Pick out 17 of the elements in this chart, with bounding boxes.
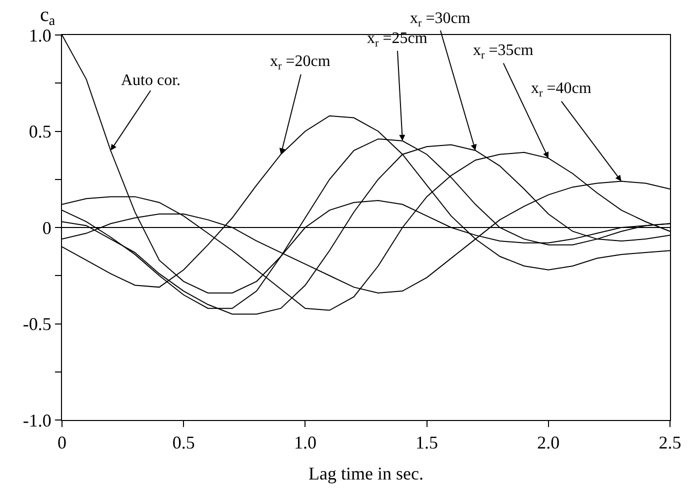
x-axis-title: Lag time in sec. — [308, 464, 424, 484]
text: x$_{r}$ =35cm — [473, 42, 534, 62]
y-tick-label: -1.0 — [22, 410, 52, 430]
y-tick-label: -0.5 — [22, 314, 52, 334]
y-tick-label: 0.5 — [28, 122, 52, 142]
x-tick-label: 0.5 — [172, 432, 195, 453]
x-tick-label: 2.5 — [658, 432, 682, 453]
text: x$_{r}$ =30cm — [410, 10, 471, 30]
y-tick-label: 0 — [42, 218, 52, 238]
text: x$_{r}$ =40cm — [531, 80, 592, 100]
text: x$_{r}$ =25cm — [367, 30, 428, 50]
x-tick-label: 1.0 — [294, 432, 316, 453]
x-tick-label: 0 — [58, 432, 66, 453]
series-label: Auto cor. — [121, 72, 181, 89]
x-tick-label: 2.0 — [537, 432, 560, 453]
text: x$_{r}$ =20cm — [270, 53, 331, 72]
x-tick-label: 1.5 — [416, 432, 438, 453]
